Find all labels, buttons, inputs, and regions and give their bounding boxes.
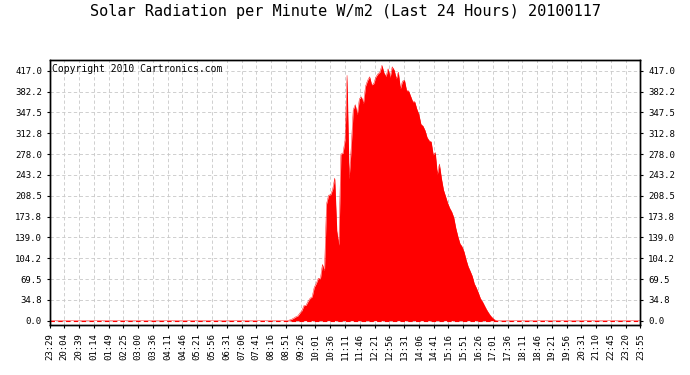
Text: Solar Radiation per Minute W/m2 (Last 24 Hours) 20100117: Solar Radiation per Minute W/m2 (Last 24… <box>90 4 600 19</box>
Text: Copyright 2010 Cartronics.com: Copyright 2010 Cartronics.com <box>52 64 223 74</box>
